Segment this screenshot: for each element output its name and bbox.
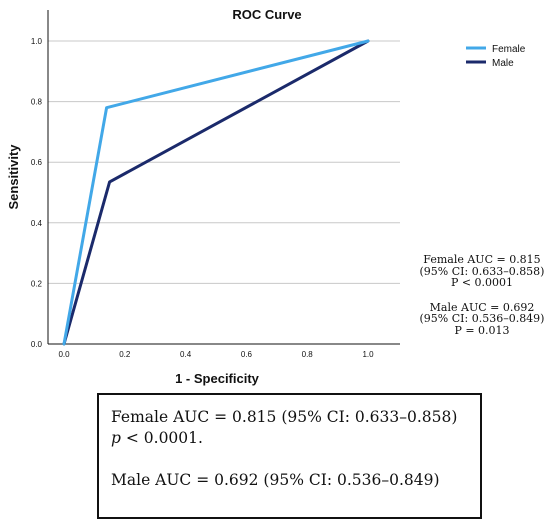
y-tick-label: 0.2 xyxy=(31,279,43,288)
x-tick-label: 0.8 xyxy=(302,350,314,359)
male-auc-text: Male AUC = 0.692 xyxy=(429,300,535,314)
summary-male-line: Male AUC = 0.692 (95% CI: 0.536–0.849) xyxy=(111,471,440,489)
y-tick-label: 0.8 xyxy=(31,98,43,107)
female-ci-text: (95% CI: 0.633–0.858) xyxy=(419,264,545,278)
roc-chart: ROC Curve 0.00.20.40.60.81.0 0.0 0.2 0.4 0.… xyxy=(6,7,526,386)
gridlines xyxy=(48,40,400,284)
male-p-text: P = 0.013 xyxy=(454,323,510,337)
side-stats: Female AUC = 0.815 (95% CI: 0.633–0.858)… xyxy=(414,254,550,336)
y-tick-labels: 0.0 0.2 0.4 0.6 0.8 1.0 xyxy=(31,37,43,349)
x-tick-label: 0.6 xyxy=(241,350,253,359)
summary-box: Female AUC = 0.815 (95% CI: 0.633–0.858)… xyxy=(97,393,482,519)
female-auc-text: Female AUC = 0.815 xyxy=(423,253,541,266)
summary-p-line: p < 0.0001. xyxy=(111,428,468,449)
y-tick-label: 0.4 xyxy=(31,219,43,228)
series-line-male xyxy=(62,39,370,346)
chart-title: ROC Curve xyxy=(232,7,301,22)
legend-label-female: Female xyxy=(492,44,526,55)
series-lines xyxy=(62,39,370,346)
series-line-female xyxy=(62,39,370,346)
y-axis-label: Sensitivity xyxy=(6,144,21,210)
male-ci-text: (95% CI: 0.536–0.849) xyxy=(419,312,545,325)
female-p-text: P < 0.0001 xyxy=(450,276,514,289)
y-tick-label: 1.0 xyxy=(31,37,43,46)
x-tick-label: 0.2 xyxy=(119,350,131,359)
x-axis-label: 1 - Specificity xyxy=(175,371,260,386)
legend-label-male: Male xyxy=(492,58,514,69)
legend: Female Male xyxy=(466,44,526,69)
x-tick-labels: 0.0 0.2 0.4 0.6 0.8 1.0 xyxy=(58,350,374,359)
x-tick-label: 0.0 xyxy=(58,350,70,359)
x-tick-label: 1.0 xyxy=(362,350,374,359)
y-tick-label: 0.6 xyxy=(31,158,43,167)
x-tick-label: 0.4 xyxy=(180,350,192,359)
p-symbol: p xyxy=(111,429,121,447)
y-tick-label: 0.0 xyxy=(31,340,43,349)
p-value: < 0.0001. xyxy=(120,429,203,447)
summary-female-line: Female AUC = 0.815 (95% CI: 0.633–0.858) xyxy=(111,408,458,426)
